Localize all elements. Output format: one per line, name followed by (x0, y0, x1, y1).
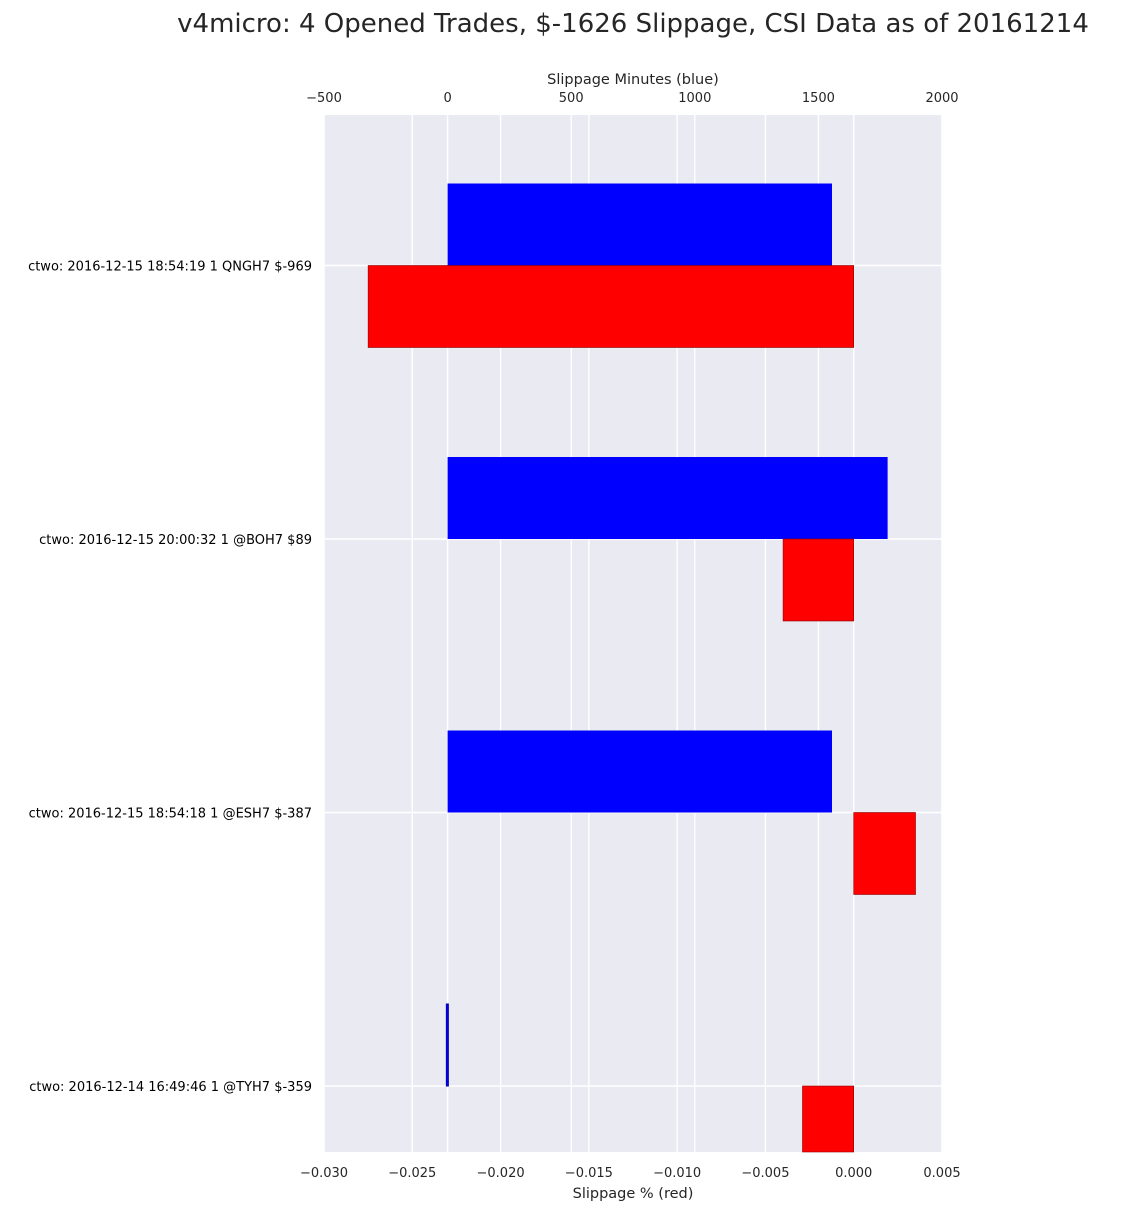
top-tick-label: 1000 (678, 91, 711, 106)
series-slippage-percent (367, 265, 916, 1153)
bottom-tick-label: −0.030 (300, 1166, 348, 1181)
chart-title: v4micro: 4 Opened Trades, $-1626 Slippag… (177, 9, 1089, 39)
category-label: ctwo: 2016-12-15 18:54:18 1 @ESH7 $-387 (29, 807, 312, 822)
bar-red-1 (782, 538, 855, 622)
bottom-tick-label: 0.000 (835, 1166, 872, 1181)
category-label: ctwo: 2016-12-15 20:00:32 1 @BOH7 $89 (39, 533, 312, 548)
bottom-tick-label: −0.005 (741, 1166, 789, 1181)
bar-red-0 (367, 265, 855, 348)
bottom-axis-ticks: −0.030 −0.025 −0.020 −0.015 −0.010 −0.005 0.00… (300, 1166, 961, 1181)
bar-blue-0 (447, 183, 832, 266)
bottom-tick-label: −0.010 (653, 1166, 701, 1181)
bottom-tick-label: −0.015 (565, 1166, 613, 1181)
bottom-tick-label: −0.020 (477, 1166, 525, 1181)
top-axis-label: Slippage Minutes (blue) (547, 72, 719, 88)
bottom-axis-label: Slippage % (red) (573, 1186, 694, 1202)
top-tick-label: 500 (559, 91, 584, 106)
category-label: ctwo: 2016-12-15 18:54:19 1 QNGH7 $-969 (28, 260, 312, 275)
bar-red-3 (802, 1085, 855, 1153)
bar-blue-3 (445, 1003, 449, 1087)
bar-blue-2 (447, 730, 832, 813)
top-axis-ticks: −500 0 500 1000 1500 2000 (306, 91, 958, 106)
top-tick-label: 2000 (925, 91, 958, 106)
category-label: ctwo: 2016-12-14 16:49:46 1 @TYH7 $-359 (29, 1080, 312, 1095)
top-tick-label: 1500 (802, 91, 835, 106)
bar-blue-1 (447, 457, 888, 539)
bottom-tick-label: 0.005 (923, 1166, 960, 1181)
bottom-tick-label: −0.025 (388, 1166, 436, 1181)
top-tick-label: −500 (306, 91, 342, 106)
top-tick-label: 0 (443, 91, 451, 106)
category-labels: ctwo: 2016-12-15 18:54:19 1 QNGH7 $-969 c… (28, 260, 312, 1096)
bar-red-2 (853, 812, 916, 895)
series-slippage-minutes (445, 183, 888, 1087)
